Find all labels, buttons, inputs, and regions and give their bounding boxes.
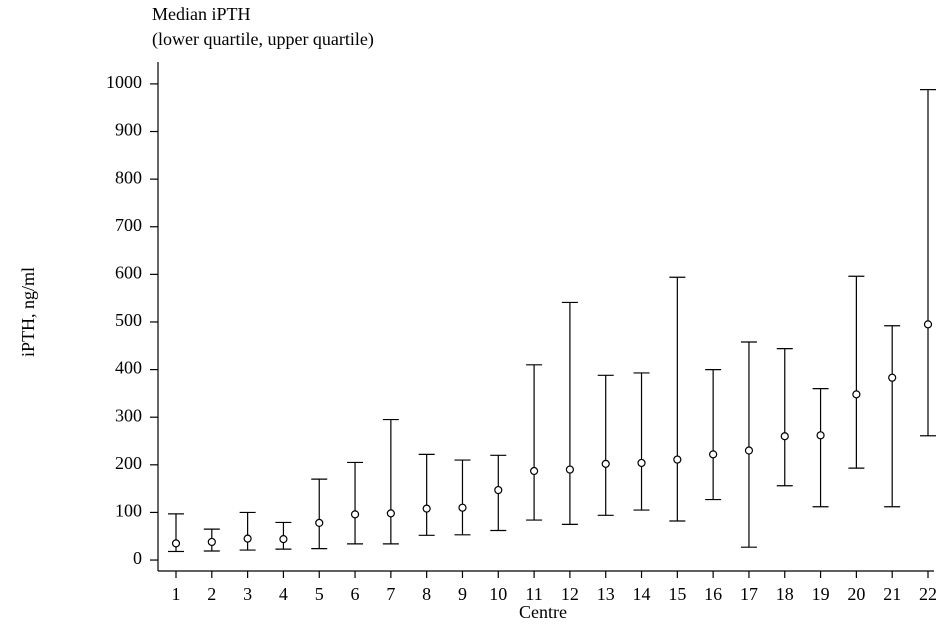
median-point (744, 446, 754, 455)
x-axis-label: Centre (519, 602, 567, 622)
x-tick-label: 13 (597, 584, 615, 604)
y-tick-label: 0 (133, 548, 142, 568)
x-tick-label: 7 (386, 584, 395, 604)
y-tick-label: 500 (115, 310, 142, 330)
median-point (923, 320, 933, 329)
x-tick-label: 3 (243, 584, 252, 604)
y-tick-label: 900 (115, 120, 142, 140)
y-axis-label: iPTH, ng/ml (18, 267, 38, 357)
x-tick-label: 9 (458, 584, 467, 604)
x-tick-label: 20 (847, 584, 865, 604)
median-point (171, 539, 181, 548)
x-tick-label: 10 (489, 584, 507, 604)
median-point (350, 510, 360, 519)
y-tick-label: 700 (115, 215, 142, 235)
x-tick-label: 21 (883, 584, 901, 604)
y-tick-label: 800 (115, 167, 142, 187)
y-tick-label: 300 (115, 405, 142, 425)
median-point (601, 459, 610, 468)
median-point (565, 465, 575, 474)
median-point (279, 534, 288, 544)
median-point (888, 373, 897, 382)
median-point (816, 431, 825, 440)
x-tick-label: 17 (740, 584, 758, 604)
median-point (207, 537, 216, 547)
y-tick-label: 100 (115, 501, 142, 521)
y-tick-label: 400 (115, 358, 142, 378)
x-tick-label: 6 (351, 584, 360, 604)
y-tick-label: 200 (115, 453, 142, 473)
x-tick-label: 19 (812, 584, 830, 604)
median-point (386, 509, 395, 518)
x-tick-label: 11 (525, 584, 542, 604)
median-point (709, 450, 718, 459)
x-tick-label: 5 (315, 584, 324, 604)
x-tick-label: 15 (668, 584, 686, 604)
median-point (852, 390, 861, 399)
median-point (673, 455, 682, 464)
y-tick-label: 1000 (106, 72, 142, 92)
median-point (458, 503, 467, 512)
median-point (494, 485, 503, 495)
x-tick-label: 12 (561, 584, 579, 604)
median-point (243, 534, 252, 543)
median-point (422, 504, 431, 513)
x-tick-label: 16 (704, 584, 722, 604)
median-point (529, 466, 539, 476)
x-tick-label: 14 (633, 584, 651, 604)
x-tick-label: 2 (207, 584, 216, 604)
x-tick-label: 1 (172, 584, 181, 604)
x-tick-label: 22 (919, 584, 936, 604)
median-point (315, 518, 324, 528)
median-point (637, 458, 646, 468)
legend-line: (lower quartile, upper quartile) (152, 29, 374, 50)
x-tick-label: 18 (776, 584, 794, 604)
legend-line: Median iPTH (152, 4, 251, 24)
median-point (780, 432, 789, 441)
x-tick-label: 4 (279, 584, 288, 604)
y-tick-label: 600 (115, 262, 142, 282)
x-tick-label: 8 (422, 584, 431, 604)
